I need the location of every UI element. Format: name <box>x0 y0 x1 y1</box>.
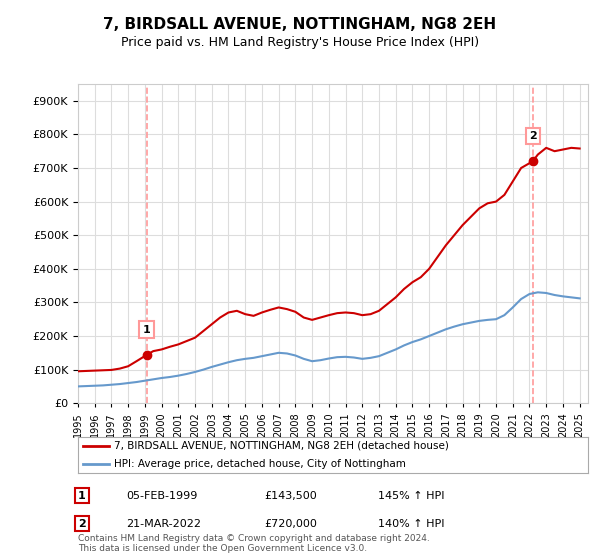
Text: 145% ↑ HPI: 145% ↑ HPI <box>378 491 445 501</box>
Text: 140% ↑ HPI: 140% ↑ HPI <box>378 519 445 529</box>
Text: Contains HM Land Registry data © Crown copyright and database right 2024.
This d: Contains HM Land Registry data © Crown c… <box>78 534 430 553</box>
Text: 1: 1 <box>143 325 151 335</box>
Text: 2: 2 <box>78 519 86 529</box>
Text: 7, BIRDSALL AVENUE, NOTTINGHAM, NG8 2EH (detached house): 7, BIRDSALL AVENUE, NOTTINGHAM, NG8 2EH … <box>114 441 449 451</box>
Text: 1: 1 <box>78 491 86 501</box>
Text: 7, BIRDSALL AVENUE, NOTTINGHAM, NG8 2EH: 7, BIRDSALL AVENUE, NOTTINGHAM, NG8 2EH <box>103 17 497 32</box>
Text: 2: 2 <box>529 131 536 141</box>
Text: HPI: Average price, detached house, City of Nottingham: HPI: Average price, detached house, City… <box>114 459 406 469</box>
Text: 05-FEB-1999: 05-FEB-1999 <box>126 491 197 501</box>
Text: 21-MAR-2022: 21-MAR-2022 <box>126 519 201 529</box>
Text: Price paid vs. HM Land Registry's House Price Index (HPI): Price paid vs. HM Land Registry's House … <box>121 36 479 49</box>
Text: £143,500: £143,500 <box>264 491 317 501</box>
Text: £720,000: £720,000 <box>264 519 317 529</box>
